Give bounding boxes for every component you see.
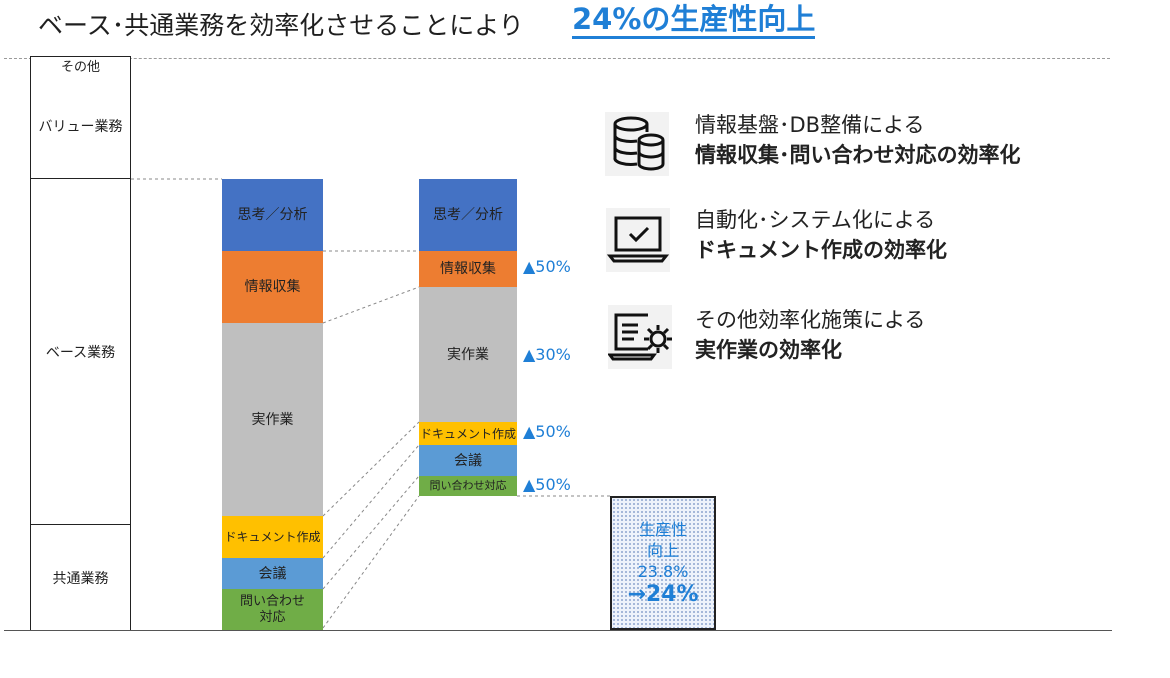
feature-db bbox=[605, 112, 669, 180]
before-thinking-label: 思考／分析 bbox=[237, 207, 308, 223]
reduction-info-label: ▲50% bbox=[523, 257, 571, 276]
before-work-label: 実作業 bbox=[251, 411, 294, 428]
category-other: その他 bbox=[30, 56, 131, 75]
before-info-label: 情報収集 bbox=[244, 279, 301, 295]
after-meeting-label: 会議 bbox=[454, 452, 482, 469]
reduction-work-label: ▲30% bbox=[523, 345, 571, 364]
after-inquiry-label: 問い合わせ対応 bbox=[429, 479, 507, 492]
category-base-label: ベース業務 bbox=[45, 345, 116, 361]
headline-highlight: 24%の生産性向上 bbox=[572, 2, 816, 39]
after-work-label: 実作業 bbox=[447, 346, 489, 363]
category-common: 共通業務 bbox=[30, 524, 131, 631]
after-work-segment: 実作業 bbox=[419, 287, 517, 422]
baseline-axis bbox=[4, 630, 1112, 631]
gain-line3: 23.8% bbox=[637, 561, 689, 581]
feature-other-line1: その他効率化施策による bbox=[695, 308, 926, 332]
feature-db-line1: 情報基盤･DB整備による bbox=[695, 113, 925, 137]
after-thinking-label: 思考／分析 bbox=[433, 207, 503, 223]
feature-other bbox=[607, 305, 672, 373]
feature-automation bbox=[606, 208, 670, 276]
top-dashed-line bbox=[4, 58, 1110, 59]
before-docs-segment: ドキュメント作成 bbox=[222, 516, 323, 558]
screen-gear-icon bbox=[607, 305, 672, 369]
after-docs-segment: ドキュメント作成 bbox=[419, 422, 517, 445]
feature-automation-text: 自動化･システム化による ドキュメント作成の効率化 bbox=[695, 205, 947, 265]
before-meeting-segment: 会議 bbox=[222, 558, 323, 589]
after-inquiry-segment: 問い合わせ対応 bbox=[419, 476, 517, 496]
before-info-segment: 情報収集 bbox=[222, 251, 323, 323]
after-meeting-segment: 会議 bbox=[419, 445, 517, 476]
category-base: ベース業務 bbox=[30, 178, 131, 526]
before-work-segment: 実作業 bbox=[222, 323, 323, 516]
feature-automation-line1: 自動化･システム化による bbox=[695, 208, 936, 232]
category-value-label: バリュー業務 bbox=[38, 118, 123, 135]
feature-db-line2: 情報収集･問い合わせ対応の効率化 bbox=[695, 143, 1021, 167]
category-value: バリュー業務 bbox=[30, 72, 131, 180]
gain-line4: →24% bbox=[627, 581, 699, 607]
feature-other-text: その他効率化施策による 実作業の効率化 bbox=[695, 305, 925, 365]
page-title: ベース･共通業務を効率化させることにより bbox=[38, 11, 524, 40]
feature-other-line2: 実作業の効率化 bbox=[695, 338, 842, 362]
feature-automation-line2: ドキュメント作成の効率化 bbox=[695, 238, 947, 262]
reduction-inquiry-label: ▲50% bbox=[523, 475, 571, 494]
gain-line2: 向上 bbox=[646, 540, 679, 560]
feature-db-text: 情報基盤･DB整備による 情報収集･問い合わせ対応の効率化 bbox=[695, 110, 1021, 170]
before-inquiry-label: 問い合わせ 対応 bbox=[239, 593, 305, 625]
after-docs-label: ドキュメント作成 bbox=[419, 426, 516, 441]
after-thinking-segment: 思考／分析 bbox=[419, 179, 517, 251]
productivity-gain-box: 生産性 向上 23.8% →24% bbox=[610, 496, 716, 630]
reduction-docs-label: ▲50% bbox=[523, 422, 571, 441]
category-other-label: その他 bbox=[60, 59, 100, 75]
after-info-label: 情報収集 bbox=[440, 261, 496, 277]
category-common-label: 共通業務 bbox=[52, 570, 109, 587]
before-thinking-segment: 思考／分析 bbox=[222, 179, 323, 251]
after-info-segment: 情報収集 bbox=[419, 251, 517, 287]
database-icon bbox=[605, 112, 669, 176]
before-docs-label: ドキュメント作成 bbox=[224, 530, 321, 544]
before-inquiry-segment: 問い合わせ 対応 bbox=[222, 589, 323, 630]
gain-line1: 生産性 bbox=[638, 519, 687, 539]
laptop-check-icon bbox=[606, 208, 670, 272]
before-meeting-label: 会議 bbox=[258, 565, 287, 582]
